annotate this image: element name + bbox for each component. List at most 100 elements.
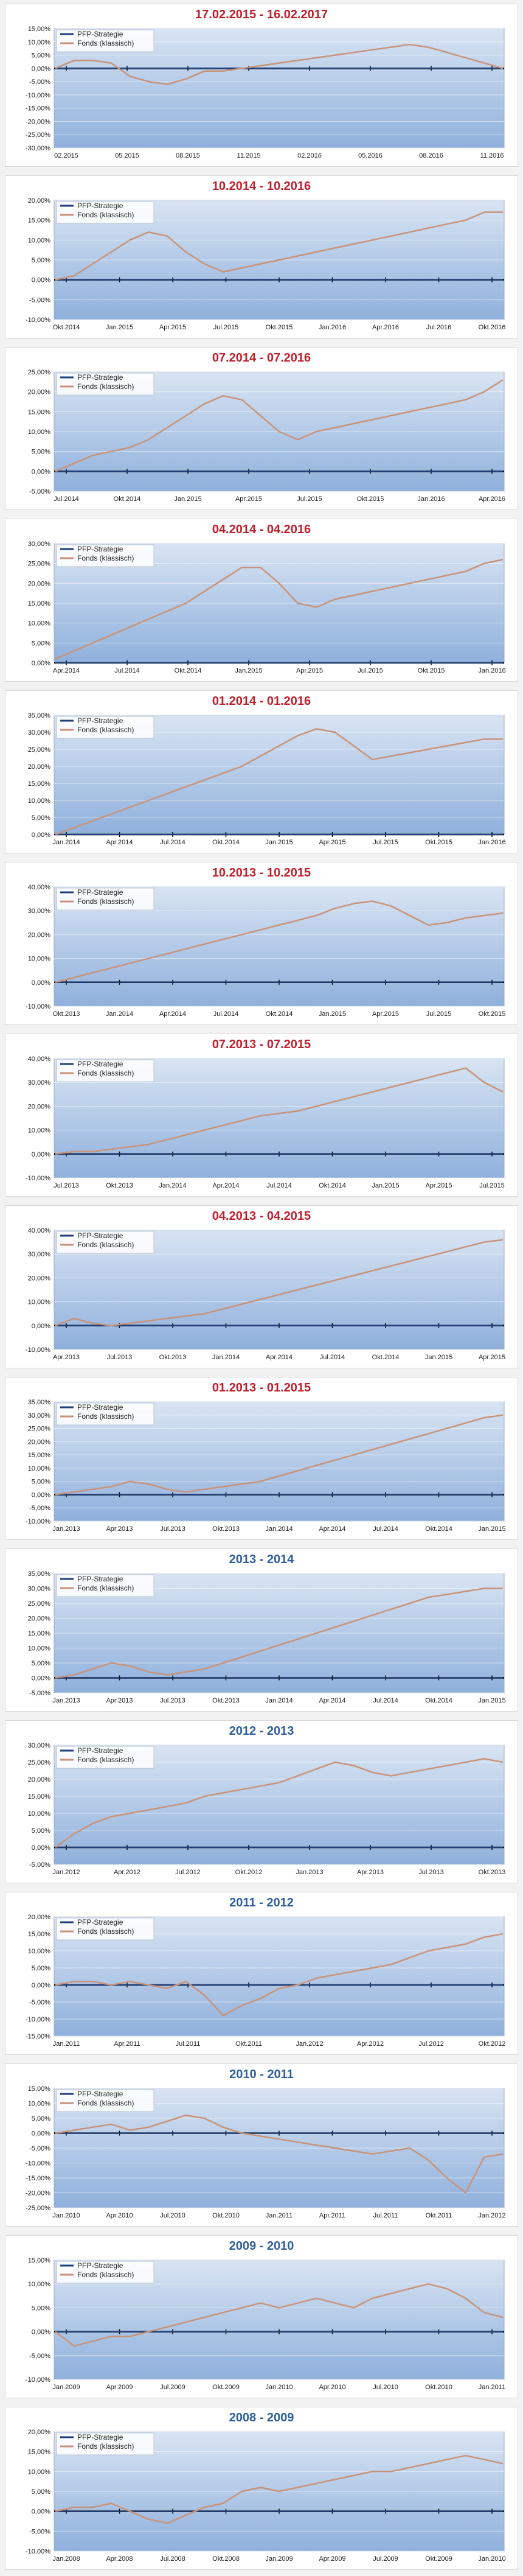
x-tick-label: Apr.2012 xyxy=(114,1869,140,1876)
x-tick-label: Apr.2015 xyxy=(296,667,323,674)
chart-panel: 2013 - 2014 35,00% 30,00% 25,00% 20,00% 15,00… xyxy=(5,1549,518,1712)
line-chart: 40,00% 30,00% 20,00% 10,00% 0,00% -10,00% Jul.… xyxy=(26,1055,505,1189)
y-tick-label: 35,00% xyxy=(28,712,51,719)
x-tick-label: Apr.2014 xyxy=(319,1697,345,1704)
x-tick-label: Jan.2014 xyxy=(159,1182,186,1189)
x-tick-label: 05.2016 xyxy=(358,152,383,159)
legend-label: PFP-Strategie xyxy=(77,1231,123,1240)
y-tick-label: 5,00% xyxy=(32,257,50,264)
x-tick-label: Jan.2010 xyxy=(478,2555,505,2563)
y-tick-label: 10,00% xyxy=(28,620,51,628)
chart-title: 04.2014 - 04.2016 xyxy=(212,523,311,536)
y-tick-label: 0,00% xyxy=(32,1491,50,1499)
fund-series-line xyxy=(55,1239,504,1327)
y-tick-label: 20,00% xyxy=(28,1275,51,1282)
x-tick-label: Apr.2014 xyxy=(212,1182,239,1189)
x-tick-label: Jul.2012 xyxy=(175,1869,201,1876)
line-chart: 15,00% 10,00% 5,00% 0,00% -5,00% -10,00% -15,0… xyxy=(26,26,505,159)
x-tick-label: 02.2016 xyxy=(297,152,322,159)
y-tick-label: 25,00% xyxy=(28,1759,51,1766)
x-tick-label: Jan.2012 xyxy=(478,2212,505,2219)
y-tick-label: 0,00% xyxy=(32,2329,50,2336)
legend-label: Fonds (klassisch) xyxy=(77,1069,134,1077)
line-chart: 15,00% 10,00% 5,00% 0,00% -5,00% -10,00% -15,0… xyxy=(26,2085,506,2219)
x-tick-label: Jan.2008 xyxy=(52,2555,80,2563)
y-tick-label: 15,00% xyxy=(28,2449,51,2456)
chart-title: 07.2014 - 07.2016 xyxy=(212,351,311,365)
x-tick-label: Jul.2014 xyxy=(114,667,140,674)
x-tick-label: Jan.2009 xyxy=(52,2384,80,2391)
fund-series-line xyxy=(55,2283,504,2347)
x-tick-label: 11.2015 xyxy=(237,152,261,159)
chart-panel: 10.2013 - 10.2015 40,00% 30,00% 20,00% 10,00… xyxy=(5,862,518,1025)
x-tick-label: Apr.2013 xyxy=(357,1869,384,1876)
x-tick-label: Apr.2010 xyxy=(106,2212,133,2219)
y-tick-label: 5,00% xyxy=(32,2488,50,2496)
x-tick-label: Apr.2015 xyxy=(479,1354,505,1361)
x-tick-label: Okt.2014 xyxy=(425,1697,452,1704)
y-tick-label: -10,00% xyxy=(26,2016,50,2023)
y-tick-label: -20,00% xyxy=(26,118,50,125)
y-tick-label: 20,00% xyxy=(28,1914,51,1921)
chart-title: 04.2013 - 04.2015 xyxy=(212,1209,311,1223)
y-tick-label: 30,00% xyxy=(28,1251,51,1258)
line-chart: 20,00% 15,00% 10,00% 5,00% 0,00% -5,00% -10,00… xyxy=(26,1914,505,2048)
chart-panel: 2009 - 2010 15,00% 10,00% 5,00% 0,00% -5,00% -… xyxy=(5,2235,518,2398)
chart-title: 10.2013 - 10.2015 xyxy=(212,866,311,880)
y-tick-label: 10,00% xyxy=(28,2468,51,2476)
x-tick-label: Jul.2014 xyxy=(373,1697,398,1704)
x-tick-label: Jan.2015 xyxy=(319,1010,346,1018)
y-tick-label: 15,00% xyxy=(28,1931,51,1938)
x-tick-label: Apr.2014 xyxy=(53,667,80,674)
chart-title: 2013 - 2014 xyxy=(229,1553,294,1566)
y-tick-label: 30,00% xyxy=(28,1586,51,1593)
y-tick-label: 5,00% xyxy=(32,2115,50,2123)
y-tick-label: -10,00% xyxy=(26,2376,50,2384)
y-tick-label: 30,00% xyxy=(28,908,51,915)
x-tick-label: Apr.2015 xyxy=(319,839,345,846)
legend-label: Fonds (klassisch) xyxy=(77,211,134,219)
x-tick-label: 05.2015 xyxy=(115,152,139,159)
y-tick-label: 30,00% xyxy=(28,729,51,737)
x-tick-label: Okt.2009 xyxy=(425,2555,452,2563)
line-chart: 25,00% 20,00% 15,00% 10,00% 5,00% 0,00% -5,00%… xyxy=(28,369,505,503)
y-tick-label: 15,00% xyxy=(28,600,51,607)
fund-series-line xyxy=(55,2454,504,2524)
y-tick-label: -15,00% xyxy=(26,105,50,113)
y-tick-label: 20,00% xyxy=(28,1103,51,1110)
x-tick-label: 08.2016 xyxy=(419,152,443,159)
y-tick-label: 5,00% xyxy=(32,1965,50,1972)
x-tick-label: Okt.2014 xyxy=(53,324,80,331)
x-tick-label: Okt.2015 xyxy=(479,1010,506,1018)
y-tick-label: 15,00% xyxy=(28,408,51,416)
y-tick-label: 30,00% xyxy=(28,1742,51,1749)
y-tick-label: 20,00% xyxy=(28,931,51,939)
y-tick-label: -25,00% xyxy=(26,2205,50,2212)
y-tick-label: -5,00% xyxy=(29,488,50,495)
legend-label: PFP-Strategie xyxy=(77,201,123,210)
y-tick-label: -25,00% xyxy=(26,131,50,139)
x-tick-label: Jan.2014 xyxy=(106,1010,133,1018)
x-tick-label: Okt.2014 xyxy=(212,839,240,846)
x-tick-label: Okt.2014 xyxy=(266,1010,293,1018)
y-tick-label: 20,00% xyxy=(28,1776,51,1783)
x-tick-label: Jul.2011 xyxy=(176,2040,201,2048)
x-tick-label: Jul.2014 xyxy=(54,495,79,503)
x-tick-label: Apr.2016 xyxy=(479,495,505,503)
x-tick-label: Jan.2015 xyxy=(372,1182,399,1189)
x-tick-label: Jan.2014 xyxy=(52,839,80,846)
y-tick-label: 10,00% xyxy=(28,1465,51,1472)
x-tick-label: Okt.2013 xyxy=(106,1182,133,1189)
x-tick-label: Apr.2011 xyxy=(114,2040,140,2048)
line-chart: 20,00% 15,00% 10,00% 5,00% 0,00% -5,00% -10,00… xyxy=(26,2429,506,2563)
legend-label: Fonds (klassisch) xyxy=(77,2270,134,2279)
y-tick-label: 10,00% xyxy=(28,2281,51,2288)
y-tick-label: 20,00% xyxy=(28,1615,51,1623)
fund-series-line xyxy=(55,558,504,660)
